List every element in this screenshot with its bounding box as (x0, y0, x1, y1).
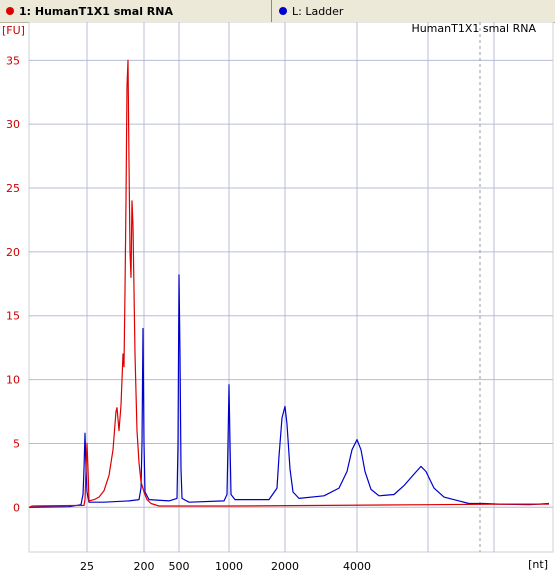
tab-sample[interactable]: 1: HumanT1X1 smal RNA (0, 0, 272, 22)
chart-tab-bar: 1: HumanT1X1 smal RNA L: Ladder (0, 0, 555, 23)
x-tick-label: 1000 (215, 560, 243, 573)
y-axis: 0 5 10 15 20 25 30 35 (6, 54, 20, 514)
x-tick-label: 4000 (343, 560, 371, 573)
electropherogram-chart: 0 5 10 15 20 25 30 35 25 200 500 1000 2000 4000 [FU]… (2, 22, 554, 573)
tab-sample-label: 1: HumanT1X1 smal RNA (19, 4, 173, 18)
x-tick-label: 2000 (271, 560, 299, 573)
tab-ladder[interactable]: L: Ladder (273, 0, 555, 22)
x-tick-label: 500 (169, 560, 190, 573)
x-tick-label: 25 (80, 560, 94, 573)
y-tick-label: 0 (13, 501, 20, 514)
y-tick-label: 20 (6, 246, 20, 259)
ladder-color-dot-icon (279, 7, 287, 15)
y-tick-label: 25 (6, 182, 20, 195)
y-tick-label: 30 (6, 118, 20, 131)
tab-ladder-label: L: Ladder (292, 4, 344, 18)
y-tick-label: 35 (6, 54, 20, 67)
x-tick-label: 200 (134, 560, 155, 573)
y-tick-label: 15 (6, 310, 20, 323)
plot-area (28, 22, 554, 553)
chart-title: HumanT1X1 smal RNA (411, 22, 536, 35)
ladder-series-line (28, 274, 550, 508)
sample-series-line (28, 59, 549, 508)
x-axis-label: [nt] (528, 558, 548, 571)
y-tick-label: 5 (13, 437, 20, 450)
sample-color-dot-icon (6, 7, 14, 15)
x-axis: 25 200 500 1000 2000 4000 (80, 560, 371, 573)
y-axis-label: [FU] (2, 24, 25, 37)
series-lines (28, 59, 550, 508)
y-tick-label: 10 (6, 374, 20, 387)
